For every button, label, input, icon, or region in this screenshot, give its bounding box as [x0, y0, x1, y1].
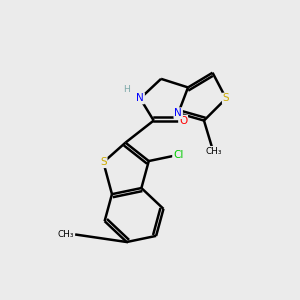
Text: CH₃: CH₃ — [57, 230, 74, 239]
Text: S: S — [100, 157, 107, 167]
Text: O: O — [179, 116, 187, 126]
Text: S: S — [223, 94, 230, 103]
Text: N: N — [136, 94, 144, 103]
Text: N: N — [174, 108, 182, 118]
Text: Cl: Cl — [173, 150, 183, 160]
Text: CH₃: CH₃ — [206, 147, 222, 156]
Text: H: H — [123, 85, 130, 94]
